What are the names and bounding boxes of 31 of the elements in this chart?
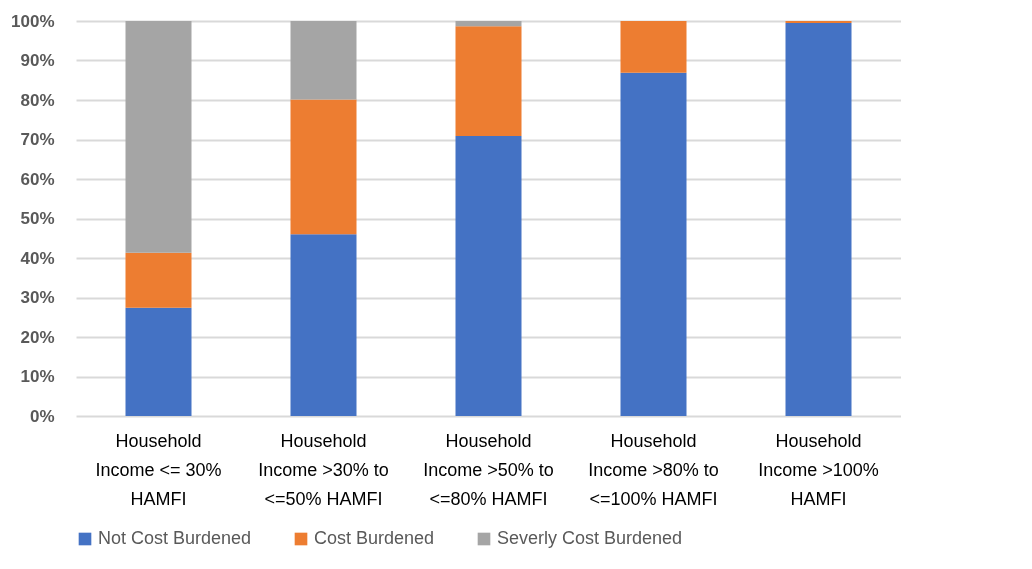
x-tick-label: Household Income >50% to <=80% HAMFI xyxy=(423,430,554,509)
y-tick-label: 0% xyxy=(29,406,55,426)
bar xyxy=(290,234,357,416)
y-tick-label: 100% xyxy=(11,11,55,31)
bar xyxy=(290,99,357,235)
bar xyxy=(455,21,522,27)
y-tick-label: 60% xyxy=(20,169,55,189)
y-tick-label: 70% xyxy=(20,130,55,149)
y-tick-label: 40% xyxy=(20,248,55,268)
y-tick-label: 30% xyxy=(20,288,55,307)
x-tick-label: Household Income <= 30% HAMFI xyxy=(95,430,222,509)
x-tick-label: Household Income >80% to <=100% HAMFI xyxy=(588,430,719,509)
bar xyxy=(125,21,192,253)
y-tick-label: 10% xyxy=(20,367,55,386)
legend-label: Not Cost Burdened xyxy=(98,528,252,548)
bar xyxy=(455,26,522,136)
bar xyxy=(785,22,852,416)
legend-label: Cost Burdened xyxy=(314,528,435,548)
y-tick-label: 80% xyxy=(20,90,55,110)
bar xyxy=(125,252,192,308)
y-tick-label: 90% xyxy=(20,51,55,70)
bar xyxy=(125,307,192,416)
y-tick-label: 50% xyxy=(20,209,55,228)
legend-label: Severly Cost Burdened xyxy=(497,528,683,548)
x-tick-label: Household Income >30% to <=50% HAMFI xyxy=(258,430,389,509)
bar xyxy=(455,135,522,416)
bar xyxy=(290,21,357,100)
y-tick-label: 20% xyxy=(20,327,55,347)
bar xyxy=(620,72,687,416)
bar xyxy=(620,21,687,73)
x-tick-label: Household Income >100% HAMFI xyxy=(758,430,879,509)
